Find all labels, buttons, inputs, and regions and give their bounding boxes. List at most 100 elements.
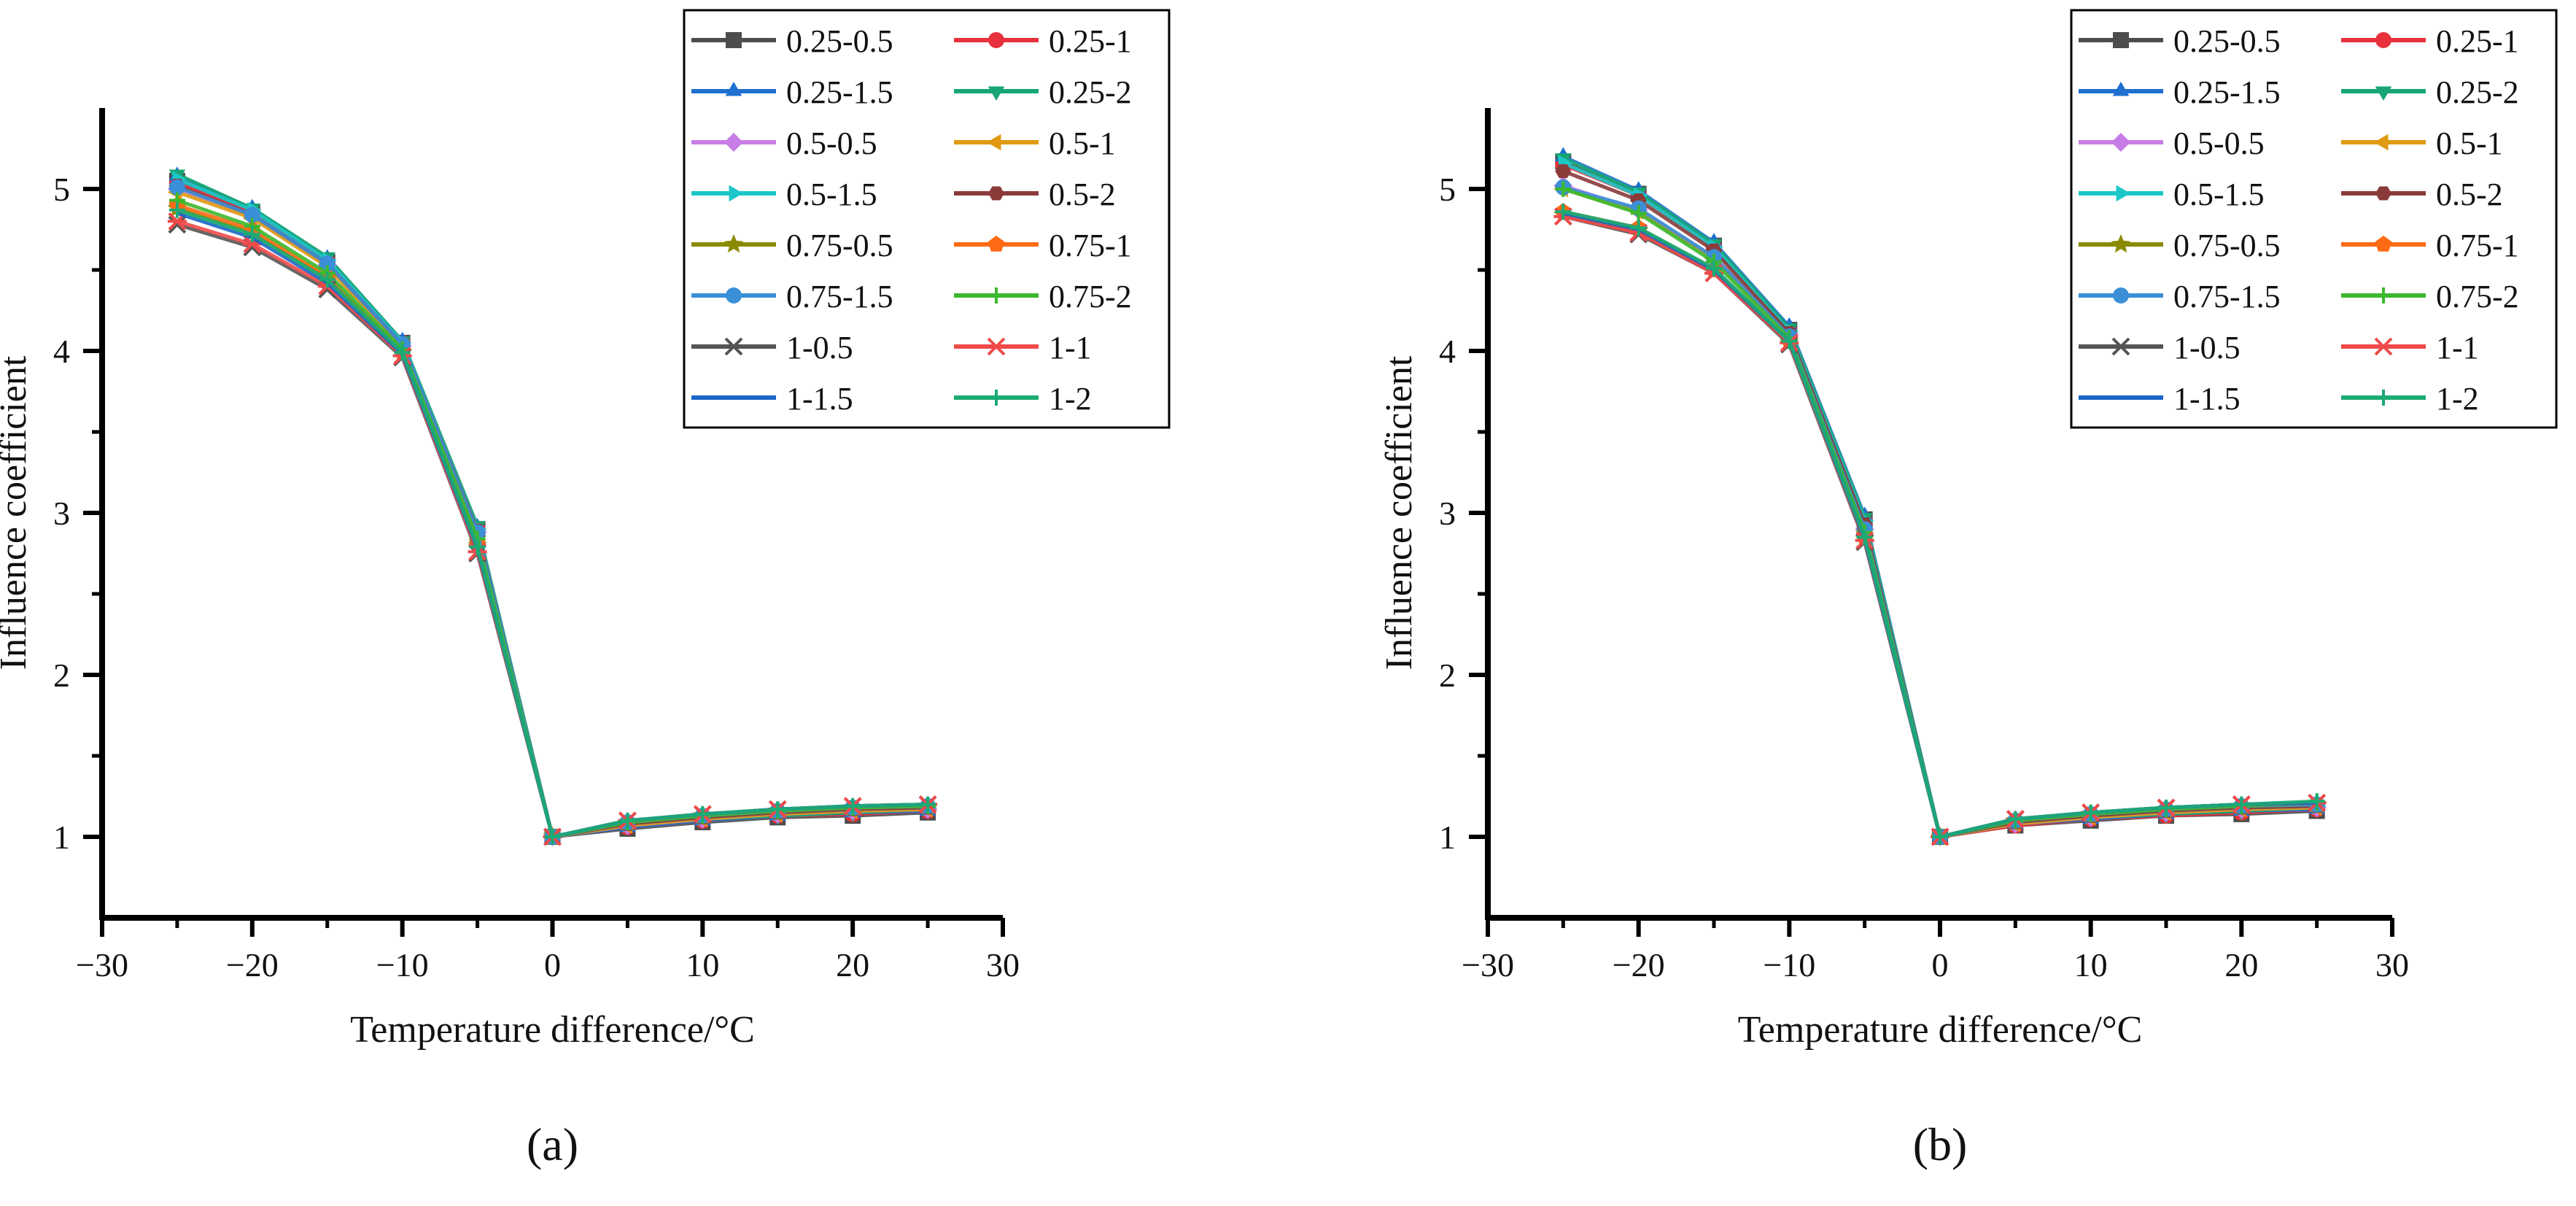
data-point — [244, 226, 260, 243]
data-point — [168, 215, 187, 234]
legend-item: 1-2 — [2341, 381, 2479, 417]
legend-item: 0.75-1.5 — [2079, 279, 2281, 314]
legend-marker — [2112, 82, 2130, 96]
legend-label: 0.5-0.5 — [2173, 125, 2265, 161]
data-point — [2082, 804, 2099, 821]
data-point — [2308, 793, 2325, 810]
legend-item: 1-2 — [954, 381, 1092, 417]
panel-label: (a) — [527, 1118, 578, 1170]
legend-item: 0.75-1.5 — [691, 279, 893, 314]
y-tick-label: 4 — [1439, 333, 1456, 370]
legend-marker — [2375, 32, 2391, 48]
legend-label: 1-2 — [1049, 381, 1092, 417]
y-tick-label: 5 — [1439, 171, 1456, 208]
legend: 0.25-0.5 0.25-1 0.25-1.5 0.25-2 0.5-0.5 0.5-1… — [2070, 9, 2558, 429]
legend-label: 0.25-1.5 — [2173, 74, 2281, 110]
legend-marker — [988, 186, 1004, 201]
legend-marker — [2375, 86, 2392, 101]
legend-item: 0.25-2 — [2341, 74, 2519, 110]
data-point — [319, 271, 335, 288]
data-point — [1555, 164, 1572, 179]
y-tick-label: 4 — [53, 333, 70, 370]
legend-label: 1-1.5 — [786, 381, 853, 417]
data-point — [1630, 205, 1647, 222]
data-point — [394, 344, 411, 361]
legend-box — [683, 9, 1171, 429]
legend-label: 1-1 — [2436, 330, 2479, 366]
legend-item: 0.5-1.5 — [691, 177, 877, 212]
legend-marker — [2111, 133, 2130, 152]
data-point — [2158, 800, 2174, 816]
y-tick-label: 2 — [53, 657, 70, 694]
legend-item: 1-1 — [954, 330, 1092, 366]
data-point — [544, 829, 561, 845]
legend-label: 0.25-1 — [2436, 23, 2519, 59]
data-point — [694, 805, 711, 822]
legend-label: 0.25-1.5 — [786, 74, 893, 110]
legend-marker — [988, 390, 1004, 406]
panel-label: (b) — [1913, 1118, 1968, 1170]
y-axis-title: Influence coefficient — [0, 355, 34, 670]
legend-item: 0.25-0.5 — [691, 23, 893, 59]
x-tick-label: 10 — [2074, 946, 2108, 983]
data-point — [1555, 204, 1572, 220]
data-point — [769, 801, 786, 818]
legend-marker — [2374, 337, 2393, 356]
legend-label: 1-1.5 — [2173, 381, 2241, 417]
legend-label: 0.25-0.5 — [786, 23, 893, 59]
legend-label: 0.5-1 — [1049, 125, 1116, 161]
legend-item: 0.5-0.5 — [2079, 125, 2265, 161]
data-point — [619, 812, 636, 829]
legend-marker — [987, 134, 1001, 151]
legend-label: 0.75-1.5 — [786, 279, 893, 314]
legend-label: 0.25-2 — [1049, 74, 1132, 110]
y-axis-title: Influence coefficient — [1378, 355, 1420, 670]
series-1-2 — [168, 201, 936, 845]
legend-item: 0.75-2 — [2341, 279, 2519, 314]
legend-marker — [726, 32, 742, 48]
x-tick-label: 20 — [836, 946, 869, 983]
x-tick-label: 0 — [1932, 946, 1949, 983]
legend-marker — [725, 82, 742, 96]
legend-label: 1-1 — [1049, 330, 1092, 366]
legend-marker — [2113, 287, 2129, 304]
legend-item: 0.25-1.5 — [691, 74, 893, 110]
data-point — [168, 201, 185, 218]
legend-item: 0.75-0.5 — [691, 228, 893, 263]
series-1-2 — [1555, 204, 2325, 845]
legend-item: 0.5-2 — [954, 177, 1116, 212]
legend-item: 0.25-0.5 — [2079, 23, 2281, 59]
legend-item: 0.25-2 — [954, 74, 1132, 110]
plot-area — [1553, 147, 2327, 846]
legend-label: 0.5-1.5 — [786, 177, 877, 212]
legend-box — [2070, 9, 2558, 429]
data-point — [2007, 811, 2024, 827]
legend-marker — [2116, 185, 2130, 202]
legend-item: 0.5-1 — [954, 125, 1116, 161]
legend-label: 0.75-1 — [1049, 228, 1132, 263]
legend-label: 0.5-1.5 — [2173, 177, 2265, 212]
data-point — [469, 538, 486, 555]
legend-item: 0.75-1 — [954, 228, 1132, 263]
x-tick-label: 30 — [2375, 946, 2409, 983]
legend-item: 1-0.5 — [691, 330, 853, 366]
y-tick-label: 1 — [53, 819, 70, 856]
data-point — [1932, 829, 1948, 845]
x-tick-label: 30 — [986, 946, 1020, 983]
data-point — [1555, 181, 1572, 197]
x-tick-label: 20 — [2224, 946, 2258, 983]
y-tick-label: 1 — [1439, 819, 1456, 856]
legend-marker — [724, 133, 743, 152]
x-tick-label: 10 — [686, 946, 719, 983]
chart-panel-b: −30 −20 −10 0 10 20 30 1 2 3 4 5 Temperature differe… — [1378, 9, 2558, 1170]
x-axis-title: Temperature difference/°C — [1738, 1009, 2143, 1051]
legend-marker — [2374, 134, 2389, 151]
x-tick-label: 0 — [544, 946, 561, 983]
legend-marker — [2375, 390, 2391, 406]
legend-label: 0.25-1 — [1049, 23, 1132, 59]
legend-item: 1-1.5 — [691, 381, 853, 417]
legend-label: 0.75-2 — [1049, 279, 1132, 314]
legend-item: 1-1.5 — [2079, 381, 2241, 417]
legend-label: 0.75-1.5 — [2173, 279, 2281, 314]
